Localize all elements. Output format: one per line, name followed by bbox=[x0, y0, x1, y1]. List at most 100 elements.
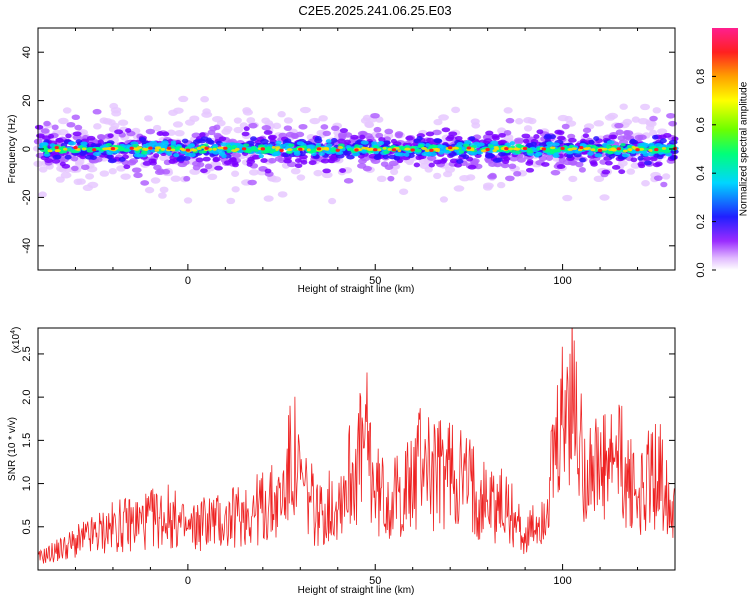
spectrogram-amplitude-cell bbox=[657, 128, 668, 135]
spectrogram-amplitude-cell bbox=[330, 146, 337, 151]
spectrogram-amplitude-cell bbox=[233, 126, 244, 134]
spectrogram-amplitude-cell bbox=[299, 106, 311, 114]
spectrogram-amplitude-cell bbox=[373, 144, 379, 149]
spectrogram-amplitude-cell bbox=[96, 133, 106, 140]
spectrogram-amplitude-cell bbox=[467, 164, 477, 170]
spectrogram-amplitude-cell bbox=[395, 132, 403, 139]
spectrogram-amplitude-cell bbox=[534, 153, 540, 158]
spectrogram-amplitude-cell bbox=[107, 119, 116, 126]
spectrogram-amplitude-cell bbox=[120, 173, 131, 180]
snr-y-axis-label: SNR (10 * v/v) bbox=[7, 417, 18, 481]
spectrogram-amplitude-cell bbox=[640, 142, 647, 147]
spectrogram-peak-cell bbox=[92, 148, 97, 152]
spectrogram-amplitude-cell bbox=[80, 164, 90, 171]
snr-y-tick-label: 2.5 bbox=[21, 346, 33, 361]
spectrogram-amplitude-cell bbox=[44, 150, 50, 155]
spectrogram-amplitude-cell bbox=[105, 143, 112, 147]
spectrogram-amplitude-cell bbox=[107, 133, 114, 139]
spectrogram-amplitude-cell bbox=[583, 147, 589, 151]
spectrogram-amplitude-cell bbox=[268, 157, 277, 164]
spectrogram-amplitude-cell bbox=[86, 149, 94, 153]
spectrogram-amplitude-cell bbox=[413, 162, 421, 168]
spectrogram-amplitude-cell bbox=[362, 114, 372, 122]
spectrogram-amplitude-cell bbox=[610, 134, 618, 140]
spectrogram-amplitude-cell bbox=[62, 107, 72, 114]
spectrogram-amplitude-cell bbox=[343, 132, 353, 138]
spectrogram-amplitude-cell bbox=[41, 142, 48, 147]
spectrogram-amplitude-cell bbox=[425, 131, 435, 137]
spectrogram-amplitude-cell bbox=[296, 141, 305, 146]
spectrogram-amplitude-cell bbox=[536, 129, 544, 135]
spectrogram-amplitude-cell bbox=[498, 132, 506, 138]
spectrogram-amplitude-cell bbox=[232, 162, 239, 168]
spectrogram-amplitude-cell bbox=[439, 196, 448, 203]
spectrogram-amplitude-cell bbox=[248, 122, 258, 129]
spectrogram-amplitude-cell bbox=[337, 146, 344, 149]
spectrogram-amplitude-cell bbox=[438, 114, 449, 121]
spectrogram-amplitude-cell bbox=[556, 164, 566, 169]
spectrogram-peak-cell bbox=[466, 146, 472, 150]
spectrogram-amplitude-cell bbox=[515, 118, 524, 125]
spectrogram-amplitude-cell bbox=[223, 125, 233, 133]
spectrogram-amplitude-cell bbox=[492, 149, 497, 153]
spectrogram-amplitude-cell bbox=[243, 126, 250, 132]
spectrogram-amplitude-cell bbox=[218, 150, 226, 155]
spectrogram-amplitude-cell bbox=[388, 160, 399, 167]
spectrogram-amplitude-cell bbox=[568, 144, 574, 149]
spectrogram-amplitude-cell bbox=[212, 150, 219, 155]
spectrogram-amplitude-cell bbox=[638, 147, 645, 151]
spectrogram-amplitude-cell bbox=[277, 111, 286, 118]
spectrogram-amplitude-cell bbox=[498, 151, 506, 157]
spectrogram-amplitude-cell bbox=[456, 159, 464, 164]
spectrogram-amplitude-cell bbox=[59, 161, 66, 167]
spectrogram-amplitude-cell bbox=[212, 115, 223, 123]
spectrogram-amplitude-cell bbox=[454, 162, 462, 168]
spectrogram-amplitude-cell bbox=[70, 155, 79, 162]
spectrogram-amplitude-cell bbox=[51, 124, 59, 131]
spectrogram-amplitude-cell bbox=[403, 152, 410, 157]
spectrogram-amplitude-cell bbox=[145, 128, 156, 135]
spectrogram-amplitude-cell bbox=[521, 133, 531, 139]
spectrogram-amplitude-cell bbox=[220, 142, 228, 147]
spectrogram-amplitude-cell bbox=[125, 128, 132, 133]
spectrogram-amplitude-cell bbox=[298, 123, 308, 130]
chart-title: C2E5.2025.241.06.25.E03 bbox=[298, 3, 451, 18]
snr-y-multiplier-exp: 4 bbox=[10, 330, 17, 334]
spectrogram-amplitude-cell bbox=[439, 148, 446, 153]
spectrogram-amplitude-cell bbox=[290, 167, 301, 175]
spectrogram-amplitude-cell bbox=[404, 147, 411, 151]
spectrogram-amplitude-cell bbox=[593, 136, 600, 141]
spectrogram-amplitude-cell bbox=[649, 129, 658, 137]
spectrogram-amplitude-cell bbox=[40, 128, 50, 134]
spectrogram-amplitude-cell bbox=[93, 123, 102, 130]
spectrogram-amplitude-cell bbox=[313, 169, 323, 177]
spectrogram-amplitude-cell bbox=[339, 168, 347, 173]
spectrogram-amplitude-cell bbox=[394, 152, 403, 157]
spectrogram-amplitude-cell bbox=[650, 156, 658, 162]
spectrogram-amplitude-cell bbox=[668, 139, 678, 145]
spectrogram-y-ticks: -40 -20 0 20 40 bbox=[21, 46, 675, 254]
spectrogram-amplitude-cell bbox=[226, 197, 236, 205]
spectrogram-amplitude-cell bbox=[503, 130, 512, 136]
spectrogram-amplitude-cell bbox=[102, 147, 109, 151]
spectrogram-amplitude-cell bbox=[444, 166, 456, 173]
spectrogram-amplitude-cell bbox=[95, 146, 101, 151]
spectrogram-amplitude-cell bbox=[610, 147, 616, 151]
spectrogram-amplitude-cell bbox=[611, 165, 621, 170]
spectrogram-amplitude-cell bbox=[117, 119, 129, 126]
spectrogram-amplitude-cell bbox=[652, 107, 661, 114]
spectrogram-peak-cell bbox=[522, 146, 528, 151]
spectrogram-peak-cell bbox=[429, 148, 434, 152]
spectrogram-y-tick-label: -40 bbox=[21, 238, 33, 254]
spectrogram-amplitude-cell bbox=[653, 175, 663, 181]
spectrogram-amplitude-cell bbox=[181, 138, 189, 144]
spectrogram-amplitude-cell bbox=[344, 139, 352, 145]
spectrogram-peak-cell bbox=[485, 147, 490, 152]
spectrogram-y-tick-label: -20 bbox=[21, 189, 33, 205]
spectrogram-amplitude-cell bbox=[448, 131, 458, 137]
spectrogram-amplitude-cell bbox=[586, 144, 593, 148]
spectrogram-amplitude-cell bbox=[486, 153, 495, 159]
spectrogram-amplitude-cell bbox=[81, 147, 87, 151]
spectrogram-amplitude-cell bbox=[505, 117, 515, 124]
spectrogram-amplitude-cell bbox=[490, 140, 499, 145]
